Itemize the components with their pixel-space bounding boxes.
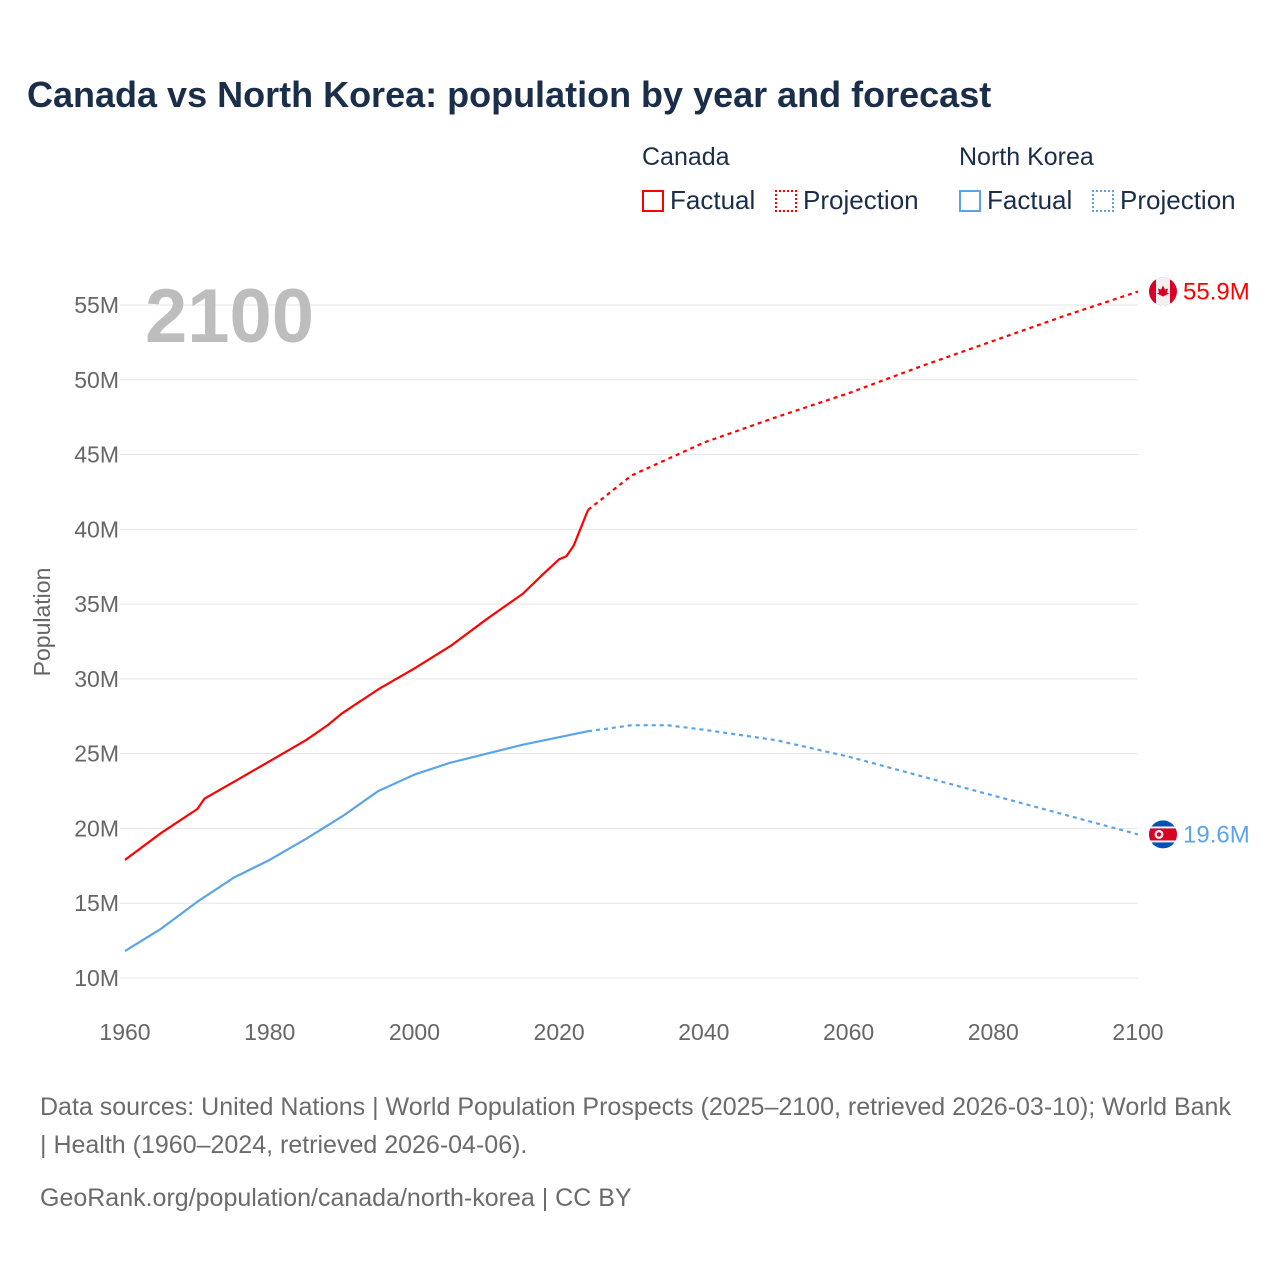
star-icon [1156,832,1162,837]
canada-end-label: 55.9M [1183,279,1250,306]
footer: Data sources: United Nations | World Pop… [40,1088,1240,1217]
legend-north-korea-factual[interactable]: Factual [959,185,1072,216]
x-tick-label: 2080 [968,1019,1019,1045]
flag-body [1149,277,1177,306]
x-tick-label: 2060 [823,1019,874,1045]
y-tick-label: 15M [74,890,119,916]
legend-swatch [642,189,664,212]
credit-link[interactable]: GeoRank.org/population/canada/north-kore… [40,1184,632,1212]
y-tick-label: 40M [74,516,119,542]
x-tick-label: 2000 [389,1019,440,1045]
canada-factual-line [124,509,590,861]
y-tick-label: 50M [74,367,119,393]
legend-swatch [1092,189,1114,212]
y-tick-label: 20M [74,815,119,841]
x-tick-label: 1960 [99,1019,150,1045]
y-tick-label: 10M [74,965,119,991]
canada-flag-icon [1149,277,1177,306]
x-tick-label: 1980 [244,1019,295,1045]
north-korea-factual-line [124,730,589,953]
legend-north-korea-projection[interactable]: Projection [1092,185,1236,216]
legend-canada-projection[interactable]: Projection [775,185,919,216]
legend-swatch [775,189,797,212]
y-tick-label: 25M [74,741,119,767]
north-korea-projection-line [587,724,1139,836]
legend-label: Factual [987,185,1073,215]
maple-leaf-icon [1157,285,1169,297]
legend-swatch [959,189,981,212]
year-watermark: 2100 [145,274,314,359]
data-sources: Data sources: United Nations | World Pop… [40,1093,1231,1159]
legend-group-north-korea: North Korea [959,143,1094,171]
legend-group-canada: Canada [642,143,730,171]
y-tick-label: 35M [74,591,119,617]
canada-projection-line [587,290,1139,511]
x-tick-label: 2040 [678,1019,729,1045]
y-tick-label: 30M [74,666,119,692]
y-tick-label: 55M [74,292,119,318]
y-tick-label: 45M [74,442,119,468]
flag-body [1149,820,1177,849]
north-korea-end-label: 19.6M [1183,821,1250,848]
legend-label: Factual [670,185,756,215]
legend-label: Projection [1120,185,1236,215]
legend-label: Projection [803,185,919,215]
y-axis-label: Population [29,568,55,677]
chart-title: Canada vs North Korea: population by yea… [27,74,992,115]
x-tick-label: 2100 [1112,1019,1163,1045]
legend-canada-factual[interactable]: Factual [642,185,755,216]
x-tick-label: 2020 [534,1019,585,1045]
north-korea-flag-icon [1149,820,1177,849]
